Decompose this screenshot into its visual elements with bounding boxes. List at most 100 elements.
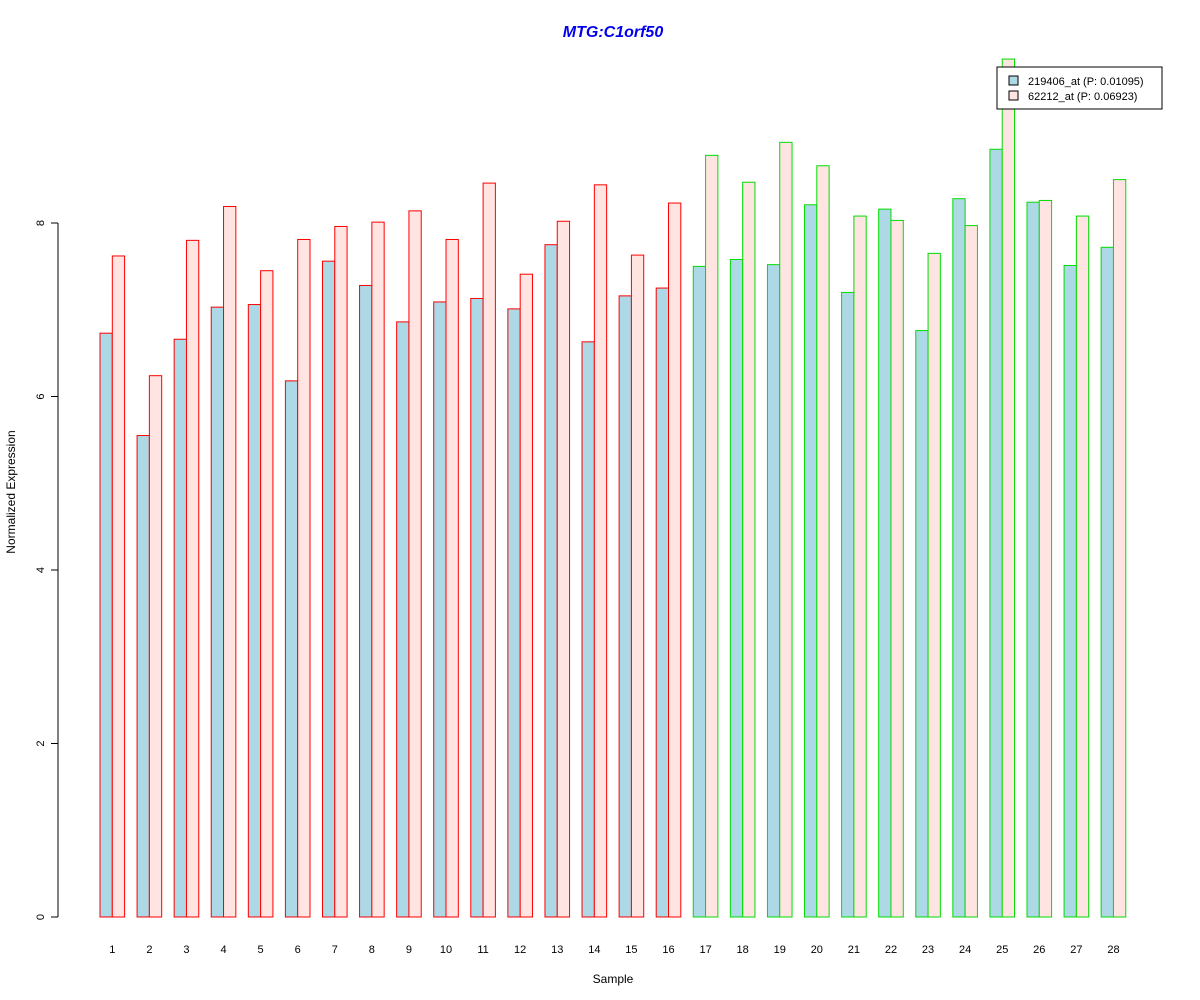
x-tick-label-2: 2 <box>146 944 152 956</box>
x-tick-label-15: 15 <box>625 944 637 956</box>
x-tick-label-8: 8 <box>369 944 375 956</box>
bar-series-1-sample-2 <box>136 435 150 918</box>
bar-series-2-sample-2 <box>148 375 163 918</box>
bar-series-2-sample-3 <box>185 239 200 918</box>
x-tick-label-12: 12 <box>514 944 526 956</box>
bar-series-2-sample-7 <box>334 225 348 918</box>
bar-series-2-sample-11 <box>482 182 496 918</box>
bar-series-1-sample-4 <box>210 306 225 918</box>
x-tick-label-1: 1 <box>109 944 115 956</box>
bar-series-2-sample-22 <box>890 219 904 918</box>
x-tick-labels: 1 2 3 4 5 6 7 8 9 10 11 12 13 14 15 16 17 18 19 20 21 22 23 24 2… <box>109 944 1119 956</box>
x-tick-label-28: 28 <box>1107 944 1119 956</box>
bar-series-2-sample-4 <box>223 206 237 918</box>
bar-series-2-sample-23 <box>927 252 941 918</box>
bar-series-1-sample-24 <box>952 198 966 918</box>
x-tick-label-11: 11 <box>477 944 488 956</box>
bar-series-1-sample-9 <box>396 321 410 918</box>
y-tick-label: 8 <box>35 220 47 226</box>
legend-swatch-series-2 <box>1008 90 1019 101</box>
bar-series-2-sample-25 <box>1001 58 1016 918</box>
bar-series-1-sample-7 <box>321 260 336 918</box>
x-tick-label-26: 26 <box>1033 944 1045 956</box>
x-tick-label-22: 22 <box>885 944 897 956</box>
bar-series-1-sample-28 <box>1100 246 1114 918</box>
x-tick-label-9: 9 <box>406 944 412 956</box>
bar-series-1-sample-8 <box>359 284 373 918</box>
x-tick-label-20: 20 <box>811 944 823 956</box>
bar-series-1-sample-26 <box>1026 201 1040 918</box>
bar-series-2-sample-15 <box>630 254 645 918</box>
x-tick-label-6: 6 <box>295 944 301 956</box>
bar-series-2-sample-6 <box>297 238 311 918</box>
bar-series-1-sample-13 <box>544 244 558 918</box>
bar-series-2-sample-5 <box>260 270 274 918</box>
y-tick-label: 4 <box>35 567 47 573</box>
x-tick-label-3: 3 <box>183 944 189 956</box>
bar-series-2-sample-14 <box>593 184 608 918</box>
bar-series-2-sample-28 <box>1112 179 1127 918</box>
y-tick-label: 6 <box>35 393 47 399</box>
bars-group <box>99 58 1127 918</box>
x-tick-label-16: 16 <box>662 944 674 956</box>
bar-series-1-sample-19 <box>766 264 781 918</box>
x-tick-label-13: 13 <box>551 944 563 956</box>
y-axis-label: Normalized Expression <box>4 430 18 553</box>
legend-label-series-2: 62212_at (P: 0.06923) <box>1028 91 1137 103</box>
bar-series-2-sample-8 <box>371 221 385 918</box>
legend-swatch-series-1 <box>1008 75 1019 86</box>
bar-series-1-sample-17 <box>692 265 707 918</box>
bar-series-1-sample-14 <box>581 341 595 918</box>
bar-series-1-sample-20 <box>804 204 818 918</box>
legend-label-series-1: 219406_at (P: 0.01095) <box>1028 76 1144 88</box>
x-tick-label-4: 4 <box>220 944 226 956</box>
x-tick-label-24: 24 <box>959 944 971 956</box>
x-tick-label-14: 14 <box>588 944 600 956</box>
y-axis: 0 2 4 6 8 <box>35 220 59 920</box>
chart-title: MTG:C1orf50 <box>563 24 664 41</box>
bar-series-1-sample-5 <box>247 304 262 918</box>
bar-series-1-sample-6 <box>284 380 299 918</box>
bar-series-1-sample-18 <box>729 258 744 918</box>
bar-series-1-sample-21 <box>841 291 855 918</box>
bar-series-2-sample-24 <box>964 225 978 918</box>
x-tick-label-17: 17 <box>699 944 711 956</box>
bar-series-2-sample-19 <box>779 141 793 918</box>
x-tick-label-23: 23 <box>922 944 934 956</box>
bar-series-1-sample-10 <box>433 301 447 918</box>
bar-series-2-sample-12 <box>519 273 533 918</box>
x-tick-label-21: 21 <box>848 944 860 956</box>
x-axis-label: Sample <box>593 972 634 986</box>
bar-series-2-sample-10 <box>445 238 459 918</box>
x-tick-label-18: 18 <box>737 944 749 956</box>
bar-series-2-sample-21 <box>853 215 867 918</box>
x-tick-label-25: 25 <box>996 944 1008 956</box>
legend-box <box>996 66 1163 110</box>
x-tick-label-19: 19 <box>774 944 786 956</box>
bar-series-2-sample-1 <box>111 255 126 918</box>
bar-series-1-sample-16 <box>655 287 670 918</box>
bar-series-1-sample-23 <box>915 330 929 918</box>
bar-series-1-sample-11 <box>470 297 484 918</box>
bar-series-2-sample-26 <box>1038 199 1053 918</box>
bar-series-2-sample-18 <box>742 181 756 918</box>
bar-series-2-sample-20 <box>816 165 830 918</box>
bar-series-1-sample-27 <box>1063 265 1077 918</box>
bar-series-1-sample-22 <box>878 208 892 918</box>
bar-series-2-sample-13 <box>556 220 571 918</box>
bar-series-2-sample-17 <box>705 154 719 918</box>
x-tick-label-5: 5 <box>258 944 264 956</box>
bar-series-1-sample-15 <box>618 295 632 918</box>
bar-series-1-sample-12 <box>507 308 521 918</box>
y-tick-label: 2 <box>35 740 47 746</box>
bar-series-1-sample-1 <box>99 332 113 918</box>
bar-series-2-sample-27 <box>1075 215 1090 918</box>
bar-series-2-sample-9 <box>408 210 422 918</box>
y-tick-label: 0 <box>35 914 47 920</box>
x-tick-label-10: 10 <box>440 944 452 956</box>
bar-series-2-sample-16 <box>668 202 682 918</box>
bar-series-1-sample-3 <box>173 338 187 918</box>
bar-series-1-sample-25 <box>989 148 1003 918</box>
legend: 219406_at (P: 0.01095) 62212_at (P: 0.06… <box>996 66 1163 110</box>
